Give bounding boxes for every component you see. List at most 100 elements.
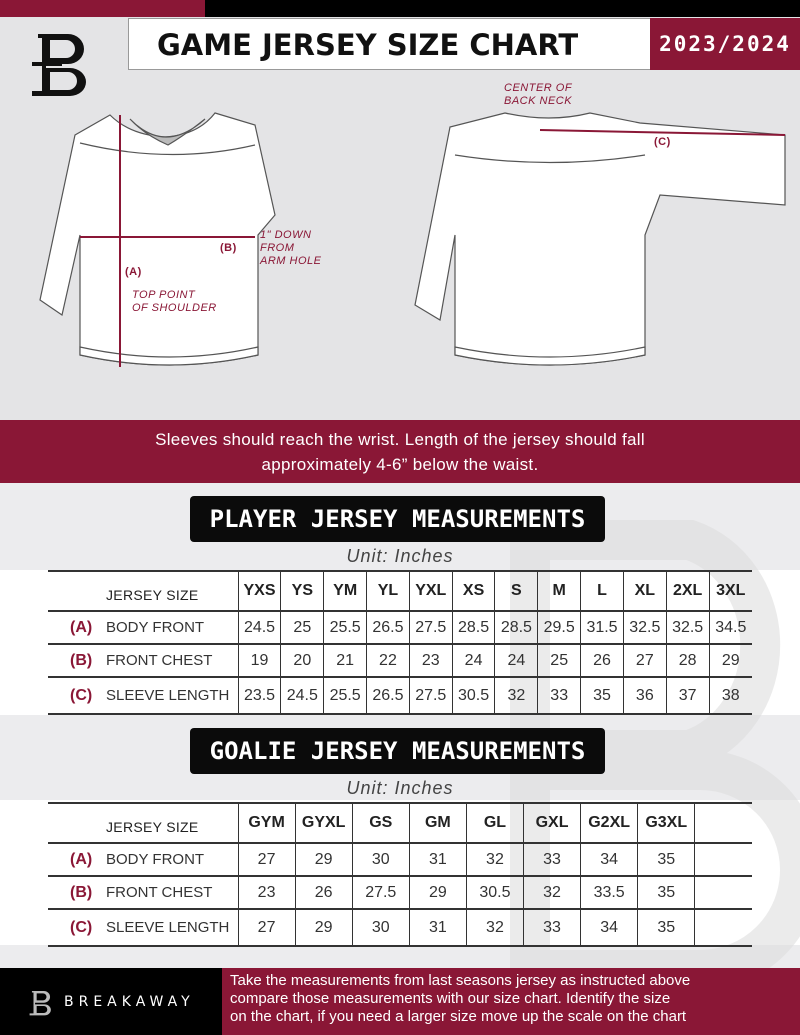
measurement-tag: (C) (70, 686, 93, 704)
table-cell: 30.5 (451, 677, 495, 715)
measurement-name: SLEEVE LENGTH (106, 918, 230, 936)
label-c: (C) (654, 136, 671, 148)
table-cell: 32 (465, 843, 524, 877)
table-cell: 29.5 (537, 611, 581, 645)
measure-c-line (539, 129, 786, 136)
title-box: GAME JERSEY SIZE CHART (128, 18, 650, 70)
season-badge: 2023/2024 (650, 18, 800, 70)
size-header: L (580, 570, 624, 612)
size-header (694, 802, 752, 844)
table-row: (A) BODY FRONT 24.5 25 25.5 26.5 27.5 28.5 28.5 2… (48, 611, 752, 645)
instruction-banner: Sleeves should reach the wrist. Length o… (0, 420, 800, 483)
table-cell: 26 (294, 876, 353, 910)
measurement-name: FRONT CHEST (106, 883, 213, 901)
table-row: (C) SLEEVE LENGTH 23.5 24.5 25.5 26.5 27.5 30.5… (48, 677, 752, 715)
table-cell: 33 (522, 843, 581, 877)
table-cell: 28.5 (494, 611, 538, 645)
measurement-tag: (B) (70, 883, 93, 901)
measurement-tag: (A) (70, 850, 93, 868)
table-cell: 29 (408, 876, 467, 910)
table-cell: 37 (665, 677, 710, 715)
top-accent-bar (0, 0, 205, 17)
top-black-bar (205, 0, 800, 17)
table-cell: 33 (537, 677, 581, 715)
label-a: (A) (125, 266, 142, 278)
table-cell: 31 (408, 843, 467, 877)
table-cell: 35 (637, 909, 695, 947)
jersey-size-header: JERSEY SIZE (48, 570, 239, 612)
player-measurements-table: JERSEY SIZE YXS YS YM YL YXL XS S M L XL 2XL 3XL (A) B… (48, 570, 752, 715)
table-cell: 26.5 (366, 677, 410, 715)
arm-hole-note: 1" DOWN FROM ARM HOLE (260, 229, 322, 267)
size-header: M (537, 570, 581, 612)
table-cell (694, 909, 752, 947)
table-cell: 30 (351, 843, 410, 877)
size-header: G2XL (580, 802, 638, 844)
page-title: GAME JERSEY SIZE CHART (157, 28, 579, 62)
table-cell: 21 (323, 644, 367, 678)
size-header-row: JERSEY SIZE GYM GYXL GS GM GL GXL G2XL G3XL (48, 802, 752, 844)
table-cell: 27 (237, 909, 296, 947)
table-cell: 36 (622, 677, 667, 715)
measurement-tag: (B) (70, 651, 93, 669)
table-row: (B) FRONT CHEST 19 20 21 22 23 24 24 25 26 27 28 29 (48, 644, 752, 678)
table-cell: 23 (237, 876, 296, 910)
table-cell: 32.5 (622, 611, 667, 645)
size-header: GM (408, 802, 467, 844)
table-cell: 27 (622, 644, 667, 678)
center-back-neck-note: CENTER OF BACK NECK (504, 82, 573, 107)
table-cell (694, 876, 752, 910)
measurement-label: (A) BODY FRONT (48, 843, 239, 877)
goalie-unit: Unit: Inches (346, 778, 454, 798)
table-cell: 25.5 (323, 677, 367, 715)
measurement-label: (A) BODY FRONT (48, 611, 239, 645)
table-row: (B) FRONT CHEST 23 26 27.5 29 30.5 32 33.5 35 (48, 876, 752, 910)
measurement-name: BODY FRONT (106, 850, 205, 868)
goalie-section-title: GOALIE JERSEY MEASUREMENTS (190, 728, 605, 774)
size-header: YL (366, 570, 410, 612)
table-cell: 30 (351, 909, 410, 947)
size-header: YXL (408, 570, 453, 612)
table-row: (A) BODY FRONT 27 29 30 31 32 33 34 35 (48, 843, 752, 877)
table-cell: 24 (451, 644, 495, 678)
size-header: S (494, 570, 538, 612)
table-cell: 28.5 (451, 611, 495, 645)
table-cell: 35 (637, 843, 695, 877)
breakaway-logo-icon (32, 34, 86, 96)
shoulder-note: TOP POINT OF SHOULDER (132, 289, 217, 314)
table-cell: 33.5 (580, 876, 638, 910)
table-cell: 29 (708, 644, 752, 678)
jersey-size-header: JERSEY SIZE (48, 802, 239, 844)
size-header: YXS (237, 570, 281, 612)
table-cell: 27 (237, 843, 296, 877)
size-header: XS (451, 570, 495, 612)
table-cell: 32 (465, 909, 524, 947)
jersey-diagram (39, 112, 786, 367)
measurement-label: (B) FRONT CHEST (48, 644, 239, 678)
table-cell: 24.5 (280, 677, 324, 715)
table-cell: 23 (408, 644, 453, 678)
size-header: GXL (522, 802, 581, 844)
table-cell: 34.5 (708, 611, 752, 645)
brand-name: BREAKAWAY (64, 994, 195, 1010)
table-cell (694, 843, 752, 877)
table-cell: 26.5 (366, 611, 410, 645)
size-header: XL (622, 570, 667, 612)
table-cell: 25 (280, 611, 324, 645)
table-cell: 27.5 (351, 876, 410, 910)
footer-instructions: Take the measurements from last seasons … (222, 968, 800, 1035)
table-cell: 28 (665, 644, 710, 678)
size-header: GL (465, 802, 524, 844)
size-header: GYM (237, 802, 296, 844)
measurement-tag: (C) (70, 918, 93, 936)
measurement-name: SLEEVE LENGTH (106, 686, 230, 704)
table-cell: 19 (237, 644, 281, 678)
table-cell: 29 (294, 909, 353, 947)
table-row: (C) SLEEVE LENGTH 27 29 30 31 32 33 34 35 (48, 909, 752, 947)
back-jersey-icon (414, 112, 786, 366)
size-header-row: JERSEY SIZE YXS YS YM YL YXL XS S M L XL 2XL 3XL (48, 570, 752, 612)
measurement-label: (C) SLEEVE LENGTH (48, 677, 239, 715)
table-cell: 25 (537, 644, 581, 678)
table-cell: 22 (366, 644, 410, 678)
size-header: YS (280, 570, 324, 612)
